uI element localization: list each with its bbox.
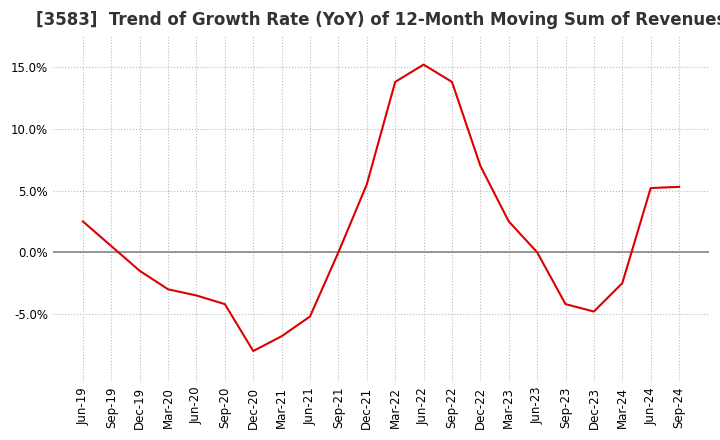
Title: [3583]  Trend of Growth Rate (YoY) of 12-Month Moving Sum of Revenues: [3583] Trend of Growth Rate (YoY) of 12-…: [36, 11, 720, 29]
